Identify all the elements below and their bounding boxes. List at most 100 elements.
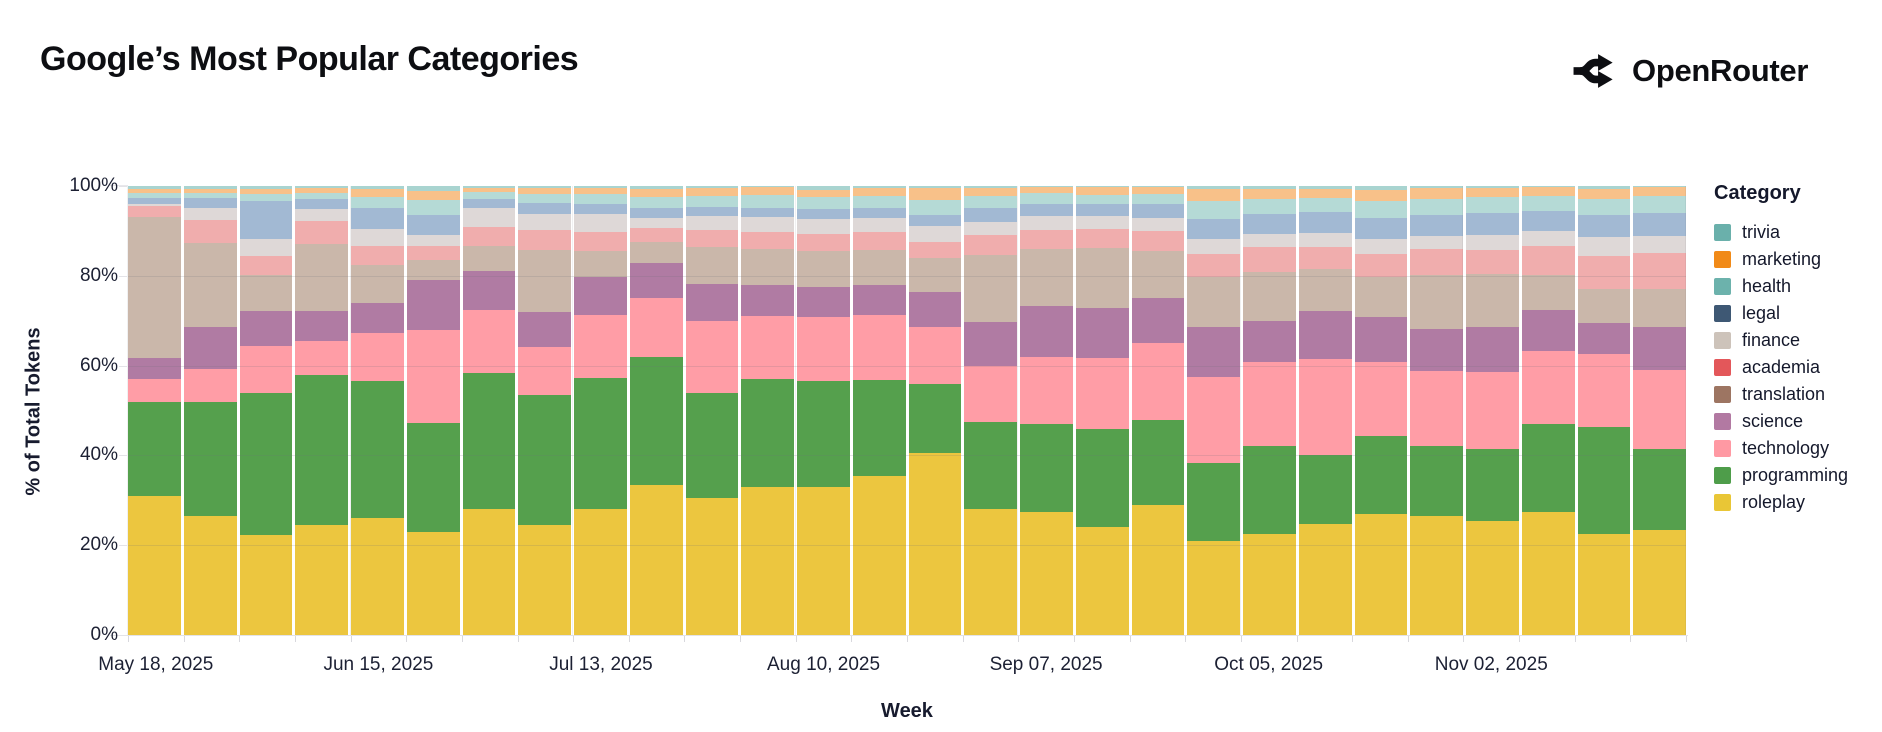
bar-segment-marketing: [908, 188, 962, 200]
bar-segment-technology: [1410, 371, 1463, 447]
bar-segment-science: [1466, 327, 1519, 373]
bar-segment-roleplay: [1020, 511, 1073, 635]
bar-segment-academia: [1521, 246, 1575, 276]
bar-segment-translation: [852, 250, 906, 286]
stacked-bar-oct-19-2025: [1354, 186, 1408, 635]
stacked-bar-sep-07-2025: [1020, 186, 1073, 635]
bar-segment-translation: [1410, 274, 1463, 329]
x-tick-mark: [1240, 636, 1242, 642]
bar-segment-marketing: [741, 187, 794, 196]
bar-segment-trivia: [1633, 186, 1686, 187]
bar-segment-translation: [1020, 248, 1073, 307]
x-tick-mark: [907, 636, 908, 642]
x-tick-mark: [851, 636, 853, 642]
bar-segment-roleplay: [518, 525, 571, 635]
bar-segment-health: [629, 197, 683, 209]
bar-segment-academia: [629, 228, 683, 242]
x-tick-mark: [740, 636, 742, 642]
bar-segment-science: [741, 284, 794, 317]
bar-segment-roleplay: [1075, 527, 1129, 635]
bar-segment-technology: [518, 346, 571, 395]
bar-segment-technology: [1298, 359, 1352, 455]
bar-segment-legal: [629, 208, 683, 218]
bar-segment-roleplay: [629, 484, 683, 635]
y-tick-mark: [119, 455, 127, 457]
x-tick-mark: [1018, 636, 1020, 642]
bar-segment-marketing: [1187, 189, 1240, 201]
bar-segment-health: [295, 192, 348, 200]
legend-item-marketing: marketing: [1714, 246, 1882, 273]
x-tick-label: Jun 15, 2025: [323, 654, 434, 675]
bar-segment-technology: [1243, 362, 1296, 447]
legend-swatch-finance: [1714, 332, 1731, 349]
bar-segment-trivia: [741, 186, 794, 188]
bar-segment-finance: [239, 239, 293, 257]
bar-segment-health: [462, 191, 516, 199]
legend-swatch-health: [1714, 278, 1731, 295]
bar-segment-translation: [797, 251, 850, 288]
bar-segment-science: [685, 284, 739, 321]
bar-segment-health: [574, 194, 627, 205]
bar-segment-finance: [1020, 216, 1073, 231]
x-tick-label: Sep 07, 2025: [989, 654, 1103, 675]
bar-segment-marketing: [1298, 189, 1352, 199]
bar-segment-health: [852, 195, 906, 209]
bar-segment-academia: [183, 220, 237, 243]
bar-segment-finance: [183, 208, 237, 221]
bar-segment-programming: [685, 392, 739, 499]
bar-segment-technology: [295, 341, 348, 375]
y-tick-mark: [119, 275, 127, 277]
x-tick-mark: [1686, 636, 1687, 642]
bar-segment-legal: [351, 208, 404, 230]
bar-segment-roleplay: [1521, 511, 1575, 635]
bar-segment-finance: [351, 229, 404, 247]
bar-segment-finance: [1187, 239, 1240, 255]
bar-segment-finance: [1410, 235, 1463, 249]
bar-segment-science: [908, 291, 962, 328]
legend-item-trivia: trivia: [1714, 219, 1882, 246]
stacked-bar-nov-23-2025: [1633, 186, 1686, 635]
bar-segment-science: [406, 279, 460, 330]
bar-segment-programming: [1577, 426, 1631, 534]
legend-label-health: health: [1742, 276, 1792, 296]
bar-segment-marketing: [852, 188, 906, 196]
bar-segment-legal: [462, 198, 516, 208]
bar-segment-science: [128, 357, 181, 379]
bar-segment-translation: [1298, 269, 1352, 312]
bar-segment-legal: [852, 208, 906, 218]
stacked-bar-jun-08-2025: [295, 186, 348, 635]
bar-segment-programming: [629, 356, 683, 485]
x-tick-mark: [406, 636, 408, 642]
bar-segment-technology: [128, 378, 181, 402]
bar-segment-finance: [574, 213, 627, 232]
bar-segment-science: [1577, 322, 1631, 355]
bar-segment-translation: [1243, 272, 1296, 322]
bar-segment-trivia: [239, 186, 293, 189]
bar-segment-roleplay: [351, 518, 404, 635]
page-title: Google’s Most Popular Categories: [40, 40, 579, 78]
legend-label-legal: legal: [1742, 303, 1781, 323]
bar-segment-health: [797, 197, 850, 209]
bar-segment-programming: [1521, 424, 1575, 512]
bar-segment-roleplay: [406, 531, 460, 635]
bar-segment-marketing: [685, 187, 739, 196]
stacked-bar-nov-02-2025: [1466, 186, 1519, 635]
bar-segment-finance: [1298, 233, 1352, 248]
bar-segment-legal: [1410, 214, 1463, 236]
bar-segment-academia: [1187, 254, 1240, 278]
bar-segment-marketing: [295, 188, 348, 193]
bar-segment-academia: [685, 230, 739, 248]
bar-segment-translation: [1466, 274, 1519, 328]
x-tick-mark: [1073, 636, 1075, 642]
bar-segment-technology: [183, 369, 237, 403]
bar-segment-marketing: [406, 190, 460, 200]
bar-segment-finance: [295, 208, 348, 222]
bar-segment-marketing: [1075, 187, 1129, 195]
x-tick-label: May 18, 2025: [98, 654, 214, 675]
bar-segment-programming: [1354, 435, 1408, 514]
bar-segment-technology: [1577, 354, 1631, 427]
x-tick-mark: [1519, 636, 1521, 642]
bar-segment-technology: [1633, 370, 1686, 449]
bar-segment-roleplay: [1354, 513, 1408, 635]
bar-segment-health: [1577, 199, 1631, 216]
